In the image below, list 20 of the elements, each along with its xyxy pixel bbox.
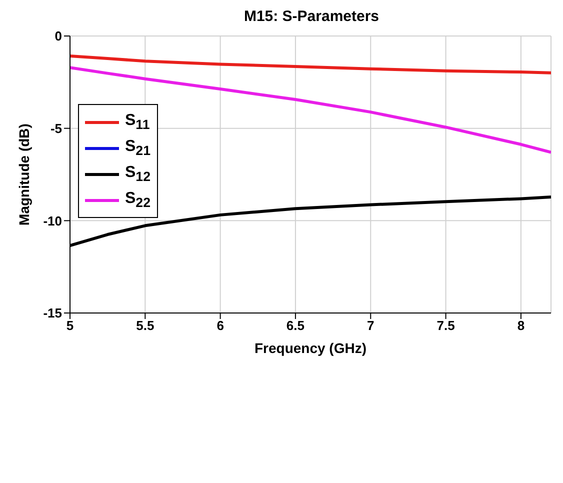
x-axis-title: Frequency (GHz) (254, 340, 367, 356)
line-series (70, 66, 551, 154)
x-tick-label: 8 (517, 318, 525, 334)
chart-title: M15: S-Parameters (242, 8, 380, 25)
x-tick-label: 7.5 (436, 318, 455, 334)
line-series (70, 54, 551, 74)
legend-label: S$_{12}$ (125, 164, 150, 184)
x-tick-label: 7 (367, 318, 374, 334)
legend-label: S$_{22}$ (125, 190, 150, 210)
y-tick-label: 0 (54, 28, 62, 44)
x-tick-label: 5.5 (136, 318, 154, 334)
legend-label: S$_{11}$ (125, 112, 150, 132)
y-tick-label: -15 (43, 306, 62, 321)
x-tick-label: 6.5 (286, 318, 305, 334)
y-tick-label: -10 (43, 213, 62, 228)
x-tick-label: 5 (66, 318, 74, 334)
x-tick-label: 6 (216, 318, 224, 334)
y-axis-title: Magnitude (dB) (16, 124, 32, 226)
y-tick-label: -5 (50, 120, 62, 136)
legend-label: S$_{21}$ (125, 138, 150, 158)
